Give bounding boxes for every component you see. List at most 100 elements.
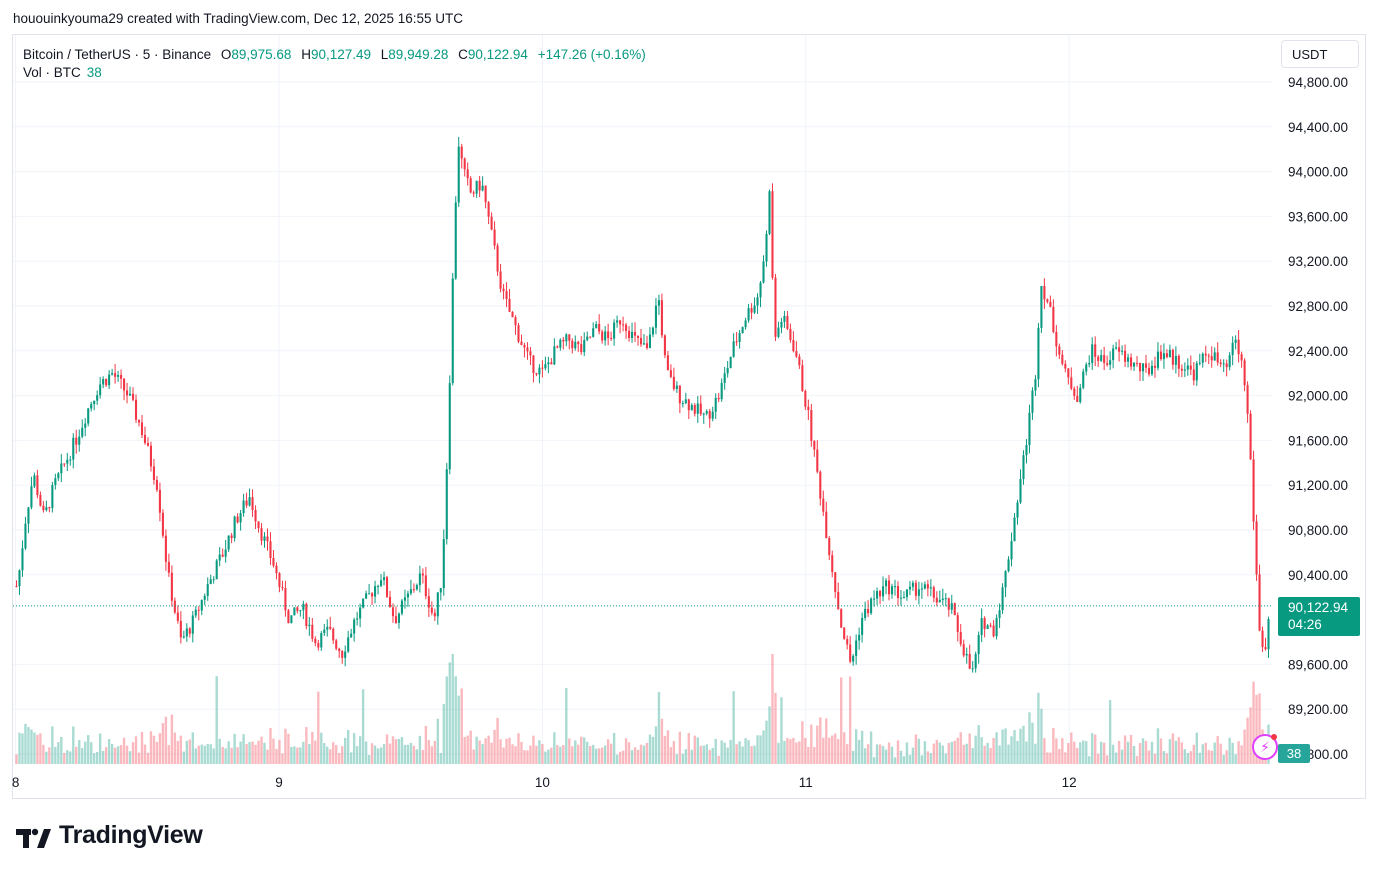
volume-bar bbox=[143, 744, 147, 764]
volume-bar bbox=[51, 726, 54, 764]
volume-bar bbox=[732, 691, 735, 764]
candle-body bbox=[523, 345, 526, 348]
candle-body bbox=[457, 146, 460, 203]
candle-body bbox=[1249, 413, 1252, 460]
volume-bar bbox=[230, 747, 233, 764]
volume-bar bbox=[63, 752, 66, 764]
volume-bar bbox=[1037, 692, 1040, 764]
currency-button[interactable]: USDT bbox=[1281, 40, 1359, 68]
volume-bar bbox=[75, 746, 78, 764]
candle-body bbox=[768, 191, 771, 234]
volume-bar bbox=[962, 744, 965, 764]
candle-body bbox=[729, 356, 732, 369]
candle-body bbox=[825, 511, 828, 539]
chart-frame bbox=[12, 34, 1366, 799]
candle-body bbox=[311, 624, 314, 639]
volume-bar bbox=[568, 738, 571, 764]
candle-body bbox=[630, 331, 634, 338]
volume-bar bbox=[1111, 744, 1115, 764]
volume-bar bbox=[1243, 729, 1246, 764]
candle-body bbox=[1210, 356, 1213, 361]
volume-bar bbox=[845, 744, 849, 764]
candle-body bbox=[750, 308, 753, 313]
volume-bar bbox=[1105, 755, 1109, 764]
candle-body bbox=[24, 523, 27, 549]
candle-body bbox=[610, 338, 613, 340]
volume-bar bbox=[1192, 744, 1195, 764]
candle-body bbox=[499, 271, 502, 289]
volume-bar bbox=[1073, 741, 1076, 764]
volume-bar bbox=[69, 751, 72, 764]
volume-bar bbox=[1183, 749, 1187, 764]
candle-body bbox=[1228, 355, 1231, 368]
candle-body bbox=[42, 505, 45, 511]
candle-body bbox=[663, 335, 666, 356]
price-tick-label: 89,200.00 bbox=[1288, 702, 1348, 717]
volume-bar bbox=[840, 677, 843, 764]
candle-body bbox=[123, 378, 126, 391]
volume-bar bbox=[15, 754, 18, 764]
volume-bar bbox=[511, 744, 514, 764]
candle-body bbox=[1135, 362, 1139, 364]
candle-body bbox=[565, 334, 568, 342]
candle-body bbox=[834, 572, 837, 592]
candle-body bbox=[90, 404, 93, 409]
volume-bar bbox=[648, 734, 652, 764]
candle-body bbox=[1168, 349, 1171, 358]
candle-body bbox=[368, 593, 371, 595]
volume-bar bbox=[660, 718, 664, 764]
volume-legend[interactable]: Vol · BTC 38 bbox=[23, 65, 102, 80]
volume-bar bbox=[750, 746, 753, 764]
candle-body bbox=[126, 390, 129, 396]
volume-bar bbox=[600, 747, 604, 764]
candle-body bbox=[849, 644, 852, 662]
volume-bar bbox=[520, 741, 523, 764]
volume-bar bbox=[926, 751, 930, 764]
volume-bar bbox=[24, 723, 27, 764]
candle-body bbox=[992, 625, 995, 637]
price-tick-label: 92,000.00 bbox=[1288, 389, 1348, 404]
volume-bar bbox=[624, 738, 628, 764]
volume-bar bbox=[1013, 730, 1016, 764]
volume-bar bbox=[1025, 741, 1028, 764]
volume-bar bbox=[352, 733, 356, 764]
candle-body bbox=[353, 619, 356, 634]
candle-body bbox=[867, 608, 870, 614]
candle-body bbox=[1109, 360, 1112, 365]
symbol-title[interactable]: Bitcoin / TetherUS · 5 · Binance bbox=[23, 47, 212, 62]
price-tick-label: 93,200.00 bbox=[1288, 254, 1348, 269]
volume-bar bbox=[950, 741, 953, 764]
candle-body bbox=[544, 364, 547, 369]
brand-logo[interactable]: TradingView bbox=[15, 821, 203, 850]
candle-body bbox=[117, 374, 120, 377]
volume-bar bbox=[1055, 738, 1058, 764]
candle-body bbox=[305, 603, 308, 627]
volume-bar bbox=[565, 687, 568, 764]
volume-bar bbox=[469, 730, 472, 764]
volume-bar bbox=[532, 735, 535, 764]
candle-body bbox=[239, 513, 242, 523]
volume-bar bbox=[687, 732, 691, 764]
volume-bar bbox=[1016, 740, 1019, 764]
volume-bar bbox=[95, 752, 99, 764]
volume-bar bbox=[825, 718, 828, 764]
candle-body bbox=[30, 486, 33, 508]
alert-dot-icon bbox=[1271, 734, 1277, 740]
candle-body bbox=[926, 584, 929, 589]
candle-body bbox=[705, 411, 708, 414]
candle-body bbox=[1124, 350, 1127, 362]
candle-body bbox=[451, 278, 454, 384]
volume-bar bbox=[932, 743, 936, 764]
candle-body bbox=[876, 591, 879, 599]
candle-body bbox=[66, 459, 69, 464]
candle-body bbox=[158, 489, 161, 513]
candle-body bbox=[341, 651, 344, 658]
candle-body bbox=[48, 507, 51, 509]
candle-body bbox=[852, 655, 855, 662]
candle-body bbox=[1264, 647, 1267, 650]
candle-body bbox=[1192, 369, 1195, 381]
volume-bar bbox=[1126, 741, 1130, 764]
candle-body bbox=[403, 597, 406, 601]
volume-bar bbox=[484, 738, 487, 764]
